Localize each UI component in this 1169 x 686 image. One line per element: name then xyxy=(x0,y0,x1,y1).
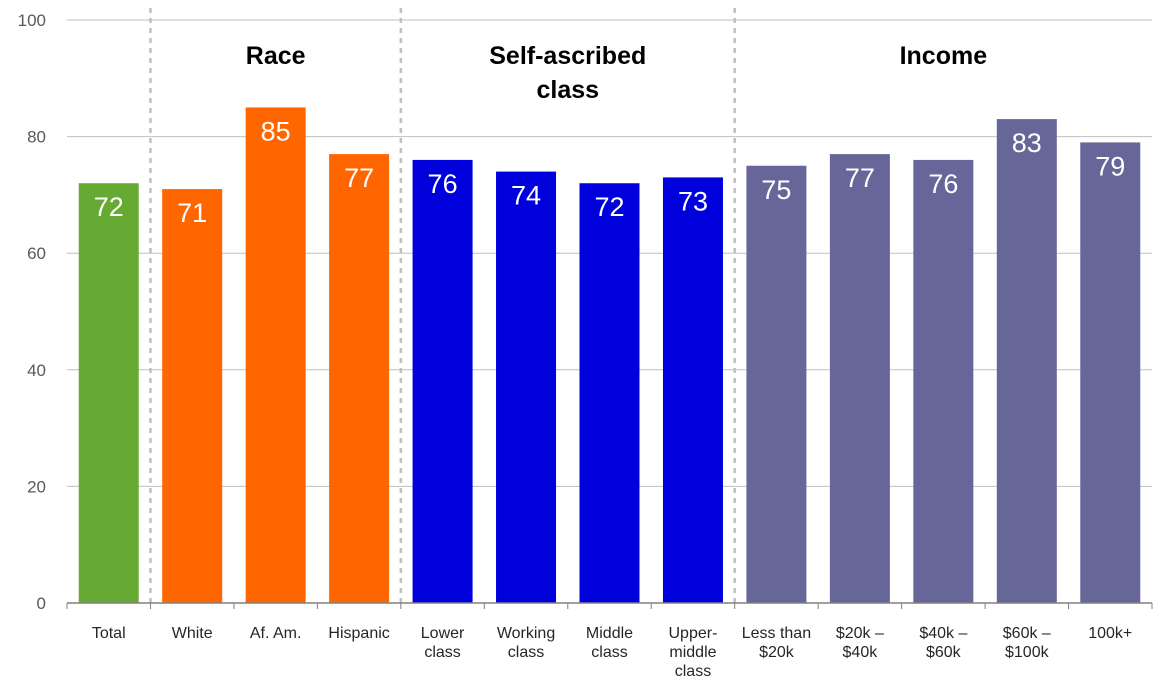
category-labels: Total White Af. Am. Hispanic Lower class Worki… xyxy=(92,625,1132,680)
group-headers: Race Self-ascribed class Income xyxy=(246,42,987,104)
bar xyxy=(746,165,807,603)
bar xyxy=(1080,142,1141,603)
category-label: Middle class xyxy=(586,625,633,661)
bar xyxy=(245,107,306,603)
y-tick-label: 80 xyxy=(27,128,46,147)
category-label: Af. Am. xyxy=(250,625,302,642)
data-label: 72 xyxy=(94,192,124,222)
group-header: Race xyxy=(246,42,306,70)
y-tick-label: 20 xyxy=(27,477,46,496)
category-label: Lower class xyxy=(421,625,465,661)
category-label: White xyxy=(172,625,213,642)
data-label: 76 xyxy=(928,169,958,199)
data-label: 83 xyxy=(1012,128,1042,158)
bar xyxy=(329,154,390,603)
category-label: Total xyxy=(92,625,126,642)
bar xyxy=(496,171,557,603)
y-tick-label: 60 xyxy=(27,244,46,263)
bar xyxy=(412,159,473,604)
group-header: Self-ascribed class xyxy=(489,42,646,104)
group-header: Income xyxy=(900,42,988,70)
data-label: 74 xyxy=(511,181,541,211)
bars xyxy=(78,107,1141,604)
data-label: 73 xyxy=(678,186,708,216)
data-label: 77 xyxy=(344,163,374,193)
y-tick-labels: 0 20 40 60 80 100 xyxy=(18,11,46,613)
data-labels: 72 71 85 77 76 74 72 73 75 77 76 83 79 xyxy=(94,116,1126,228)
data-label: 76 xyxy=(428,169,458,199)
category-label: Working class xyxy=(497,625,555,661)
category-label: $40k – $60k xyxy=(919,625,967,661)
bar xyxy=(162,189,223,603)
data-label: 72 xyxy=(594,192,624,222)
category-label: Upper-middle class xyxy=(669,625,718,680)
y-tick-label: 0 xyxy=(37,594,46,613)
data-label: 75 xyxy=(761,175,791,205)
data-label: 85 xyxy=(261,116,291,146)
category-label: 100k+ xyxy=(1088,625,1132,642)
category-label: $60k – $100k xyxy=(1003,625,1051,661)
data-label: 79 xyxy=(1095,151,1125,181)
y-tick-label: 40 xyxy=(27,361,46,380)
category-label: Hispanic xyxy=(328,625,389,642)
bar xyxy=(662,177,723,603)
y-tick-label: 100 xyxy=(18,11,46,30)
axes xyxy=(66,602,1153,609)
bar xyxy=(829,154,890,603)
data-label: 77 xyxy=(845,163,875,193)
bar xyxy=(579,183,640,604)
bar xyxy=(996,119,1057,604)
category-label: Less than $20k xyxy=(742,625,811,661)
category-label: $20k – $40k xyxy=(836,625,884,661)
data-label: 71 xyxy=(177,198,207,228)
bar xyxy=(78,183,139,604)
bar xyxy=(913,159,974,604)
